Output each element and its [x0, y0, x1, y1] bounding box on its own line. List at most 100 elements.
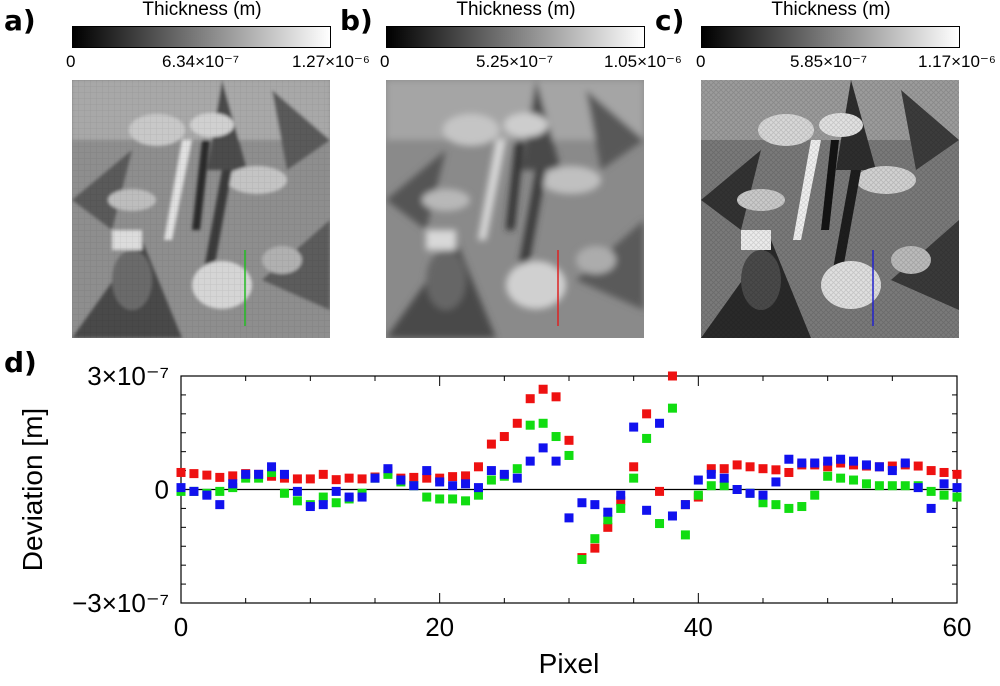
x-tick-label: 40 [684, 612, 713, 642]
data-point-series-2 [176, 483, 186, 493]
data-point-series-2 [616, 490, 626, 500]
data-point-series-1 [215, 486, 225, 496]
data-point-series-1 [292, 496, 302, 506]
data-point-series-1 [719, 481, 729, 491]
data-point-series-2 [836, 454, 846, 464]
data-point-series-2 [279, 469, 289, 479]
data-point-series-0 [409, 472, 419, 482]
data-point-series-0 [823, 462, 833, 472]
x-tick-label: 60 [943, 612, 972, 642]
data-point-series-1 [512, 464, 522, 474]
data-point-series-2 [861, 460, 871, 470]
data-point-series-2 [900, 458, 910, 468]
data-point-series-0 [745, 462, 755, 472]
data-point-series-2 [215, 500, 225, 510]
data-point-series-2 [642, 505, 652, 515]
data-point-series-2 [952, 483, 962, 493]
data-point-series-1 [590, 534, 600, 544]
data-point-series-0 [512, 418, 522, 428]
data-point-series-0 [473, 462, 483, 472]
data-point-series-0 [939, 467, 949, 477]
data-point-series-2 [849, 456, 859, 466]
data-point-series-1 [823, 471, 833, 481]
data-point-series-2 [603, 507, 613, 517]
data-point-series-1 [900, 481, 910, 491]
colorbar-title-b: Thickness (m) [456, 0, 576, 20]
data-point-series-2 [305, 502, 315, 512]
data-point-series-1 [861, 479, 871, 489]
data-point-series-0 [887, 461, 897, 471]
data-point-series-1 [538, 418, 548, 428]
data-point-series-2 [370, 473, 380, 483]
data-point-series-2 [357, 492, 367, 502]
data-point-series-0 [784, 467, 794, 477]
data-point-series-0 [292, 474, 302, 484]
data-point-series-2 [435, 477, 445, 487]
colorbar-tick-c-min: 0 [696, 52, 706, 71]
data-point-series-2 [267, 462, 277, 472]
data-point-series-1 [525, 420, 535, 430]
data-point-series-1 [680, 530, 690, 540]
data-point-series-2 [823, 456, 833, 466]
data-point-series-2 [473, 483, 483, 493]
data-point-series-0 [538, 384, 548, 394]
data-point-series-1 [642, 433, 652, 443]
data-point-series-1 [422, 492, 432, 502]
data-point-series-1 [564, 450, 574, 460]
data-point-series-0 [486, 439, 496, 449]
data-point-series-0 [719, 464, 729, 474]
colorbar-tick-a-min: 0 [66, 52, 76, 71]
data-point-series-0 [616, 496, 626, 506]
data-point-series-1 [461, 496, 471, 506]
data-point-series-1 [577, 554, 587, 564]
data-point-series-1 [616, 503, 626, 513]
data-point-series-1 [797, 502, 807, 512]
colorbar-title-c: Thickness (m) [771, 0, 891, 20]
data-point-series-2 [189, 486, 199, 496]
data-point-series-1 [849, 475, 859, 485]
x-tick-label: 0 [174, 612, 188, 642]
data-point-series-0 [448, 472, 458, 482]
y-axis-label: Deviation [m] [17, 408, 48, 571]
data-point-series-2 [655, 418, 665, 428]
data-point-series-0 [771, 465, 781, 475]
data-point-series-2 [486, 466, 496, 476]
data-point-series-2 [939, 479, 949, 489]
thickness-image-a [72, 80, 330, 338]
colorbar-tick-a-max: 1.27×10⁻⁶ [292, 52, 370, 71]
data-point-series-2 [797, 458, 807, 468]
data-point-series-2 [564, 513, 574, 523]
data-point-series-1 [435, 494, 445, 504]
data-point-series-2 [874, 462, 884, 472]
data-point-series-2 [396, 475, 406, 485]
data-point-series-1 [655, 519, 665, 529]
data-point-series-2 [732, 485, 742, 494]
data-point-series-0 [461, 471, 471, 481]
data-point-series-0 [318, 469, 328, 479]
data-point-series-0 [551, 392, 561, 402]
data-point-series-2 [758, 490, 768, 500]
data-point-series-0 [758, 464, 768, 474]
x-tick-label: 20 [425, 612, 454, 642]
panel-letter-a: a) [4, 4, 36, 37]
data-point-series-2 [241, 469, 251, 479]
data-point-series-1 [706, 481, 716, 491]
data-point-series-2 [577, 498, 587, 508]
data-point-series-1 [926, 486, 936, 496]
data-point-series-1 [952, 492, 962, 502]
data-point-series-2 [202, 490, 212, 500]
data-point-series-2 [422, 466, 432, 476]
data-point-series-2 [525, 456, 535, 466]
colorbar-tick-b-max: 1.05×10⁻⁶ [604, 52, 682, 71]
data-point-series-2 [512, 473, 522, 483]
y-tick-label: −3×10⁻⁷ [72, 588, 169, 618]
data-point-series-1 [667, 403, 677, 413]
data-point-series-2 [745, 488, 755, 498]
data-point-series-2 [292, 486, 302, 496]
data-point-series-0 [926, 466, 936, 476]
panel-letter-c: c) [655, 4, 685, 37]
panel-letter-b: b) [340, 4, 373, 37]
data-point-series-2 [629, 422, 639, 432]
data-point-series-0 [331, 475, 341, 485]
data-point-series-1 [784, 503, 794, 513]
